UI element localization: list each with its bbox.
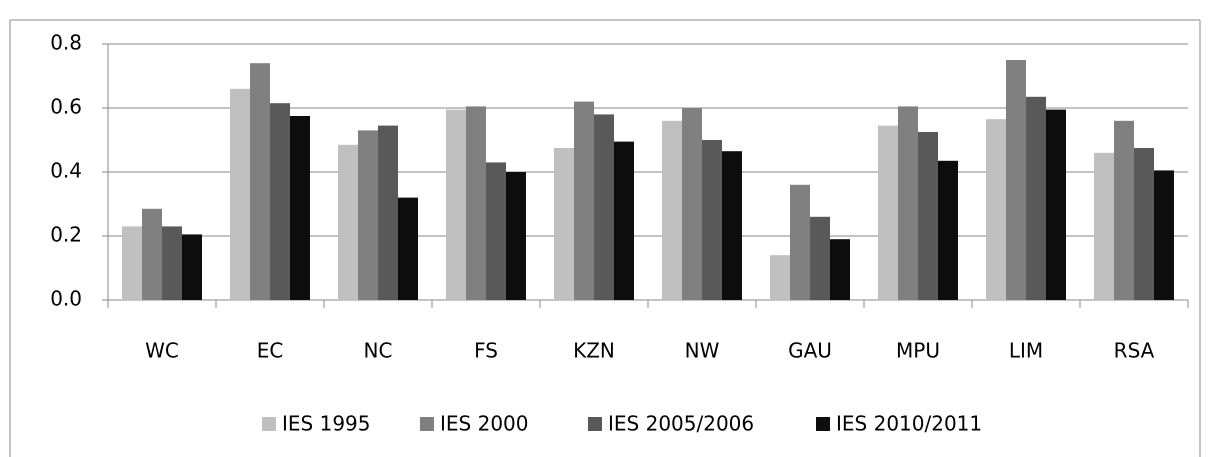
bar (722, 151, 742, 300)
bar (230, 88, 250, 300)
bar (702, 140, 722, 300)
bar (682, 108, 702, 300)
y-tick-label: 0.6 (50, 95, 82, 119)
bar (358, 130, 378, 300)
x-tick-label: WC (145, 339, 179, 363)
x-tick-label: NW (685, 339, 720, 363)
bar (1114, 120, 1134, 300)
bar (398, 197, 418, 300)
bar (486, 162, 506, 300)
bar (1006, 60, 1026, 300)
bar (122, 226, 142, 300)
legend-label: IES 1995 (282, 412, 371, 436)
x-tick-label: LIM (1009, 339, 1043, 363)
bar (1026, 96, 1046, 300)
bar (898, 106, 918, 301)
bar (770, 255, 790, 300)
bar (1046, 109, 1066, 300)
bar (810, 216, 830, 300)
x-tick-label: EC (257, 339, 284, 363)
bar (506, 172, 526, 300)
bar (594, 114, 614, 301)
bar (986, 119, 1006, 300)
legend-swatch (262, 417, 276, 431)
y-tick-label: 0.0 (50, 287, 82, 311)
bar (554, 148, 574, 300)
bar (182, 234, 202, 300)
bar (918, 132, 938, 300)
legend-swatch (588, 417, 602, 431)
legend-swatch (816, 417, 830, 431)
bar (162, 226, 182, 300)
legend-swatch (420, 417, 434, 431)
bar (574, 101, 594, 300)
x-tick-label: NC (364, 339, 393, 363)
bar (290, 116, 310, 300)
bar (142, 208, 162, 300)
bar (338, 144, 358, 300)
bar (938, 160, 958, 300)
x-tick-label: FS (474, 339, 498, 363)
y-tick-label: 0.2 (50, 223, 82, 247)
bar (662, 120, 682, 300)
bar (1154, 170, 1174, 300)
bar (878, 125, 898, 300)
x-tick-label: GAU (788, 339, 832, 363)
x-tick-label: MPU (896, 339, 940, 363)
legend-label: IES 2000 (440, 412, 529, 436)
bar (790, 184, 810, 300)
legend-label: IES 2005/2006 (608, 412, 754, 436)
y-tick-label: 0.4 (50, 159, 82, 183)
bar (614, 141, 634, 300)
y-tick-label: 0.8 (50, 31, 82, 55)
bar (1134, 148, 1154, 300)
bar (378, 125, 398, 300)
legend-label: IES 2010/2011 (836, 412, 982, 436)
bar (466, 106, 486, 301)
bar (250, 63, 270, 301)
bar (270, 103, 290, 300)
bar (446, 109, 466, 300)
bar (830, 239, 850, 300)
x-tick-label: RSA (1114, 339, 1155, 363)
bar (1094, 152, 1114, 300)
x-tick-label: KZN (573, 339, 615, 363)
